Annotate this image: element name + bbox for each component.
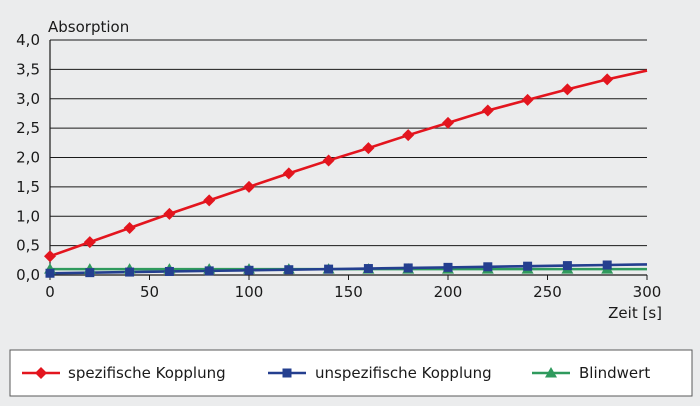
x-tick-label: 200 bbox=[434, 283, 463, 301]
data-point-series-1 bbox=[601, 73, 614, 86]
grid bbox=[50, 39, 647, 276]
y-tick-label: 4,0 bbox=[16, 31, 40, 49]
data-point-series-1 bbox=[83, 236, 96, 249]
legend: spezifische Kopplung unspezifische Kopplu… bbox=[9, 349, 693, 397]
y-tick-label: 0,0 bbox=[16, 266, 40, 284]
data-point-series-2 bbox=[85, 268, 95, 278]
data-point-series-2 bbox=[164, 266, 174, 276]
data-point-series-1 bbox=[203, 194, 216, 207]
x-tick-label: 150 bbox=[334, 283, 363, 301]
legend-label-3: Blindwert bbox=[579, 364, 650, 382]
data-point-series-2 bbox=[523, 261, 533, 271]
legend-frame bbox=[9, 349, 693, 397]
y-tick-label: 3,0 bbox=[16, 90, 40, 108]
x-tick-label: 50 bbox=[140, 283, 159, 301]
data-point-series-1 bbox=[282, 167, 295, 180]
data-point-series-2 bbox=[204, 266, 214, 276]
legend-marker-3 bbox=[545, 367, 557, 378]
x-tick-label: 250 bbox=[533, 283, 562, 301]
data-point-series-1 bbox=[402, 129, 415, 142]
y-tick-label: 0,5 bbox=[16, 237, 40, 255]
x-tick-label: 100 bbox=[235, 283, 264, 301]
data-point-series-2 bbox=[284, 265, 294, 275]
y-tick-label: 2,0 bbox=[16, 149, 40, 167]
data-point-series-2 bbox=[244, 265, 254, 275]
data-point-series-1 bbox=[322, 154, 335, 167]
data-point-series-2 bbox=[483, 262, 493, 272]
series-line-2 bbox=[49, 263, 648, 275]
x-tick-label: 0 bbox=[45, 283, 55, 301]
labels: Absorption Zeit [s] bbox=[48, 18, 662, 322]
data-point-series-2 bbox=[125, 267, 135, 277]
data-point-series-1 bbox=[163, 207, 176, 220]
legend-label-1: spezifische Kopplung bbox=[68, 364, 226, 382]
data-point-series-1 bbox=[521, 93, 534, 106]
data-point-series-2 bbox=[363, 264, 373, 274]
y-tick-label: 1,5 bbox=[16, 178, 40, 196]
y-tick-label: 3,5 bbox=[16, 60, 40, 78]
data-point-series-2 bbox=[324, 264, 334, 274]
y-tick-label: 1,0 bbox=[16, 207, 40, 225]
data-point-series-2 bbox=[602, 260, 612, 270]
data-point-series-1 bbox=[243, 180, 255, 193]
legend-label-2: unspezifische Kopplung bbox=[315, 364, 492, 382]
series bbox=[44, 69, 648, 278]
legend-marker-1 bbox=[35, 367, 47, 379]
data-point-series-1 bbox=[44, 250, 56, 263]
x-tick-label: 300 bbox=[633, 283, 662, 301]
data-point-series-2 bbox=[562, 261, 572, 271]
data-point-series-2 bbox=[443, 262, 453, 272]
x-axis-title: Zeit [s] bbox=[608, 304, 662, 322]
data-point-series-1 bbox=[123, 222, 136, 234]
series-line-1 bbox=[49, 69, 648, 258]
data-point-series-1 bbox=[442, 116, 454, 129]
data-point-series-1 bbox=[561, 83, 574, 96]
data-point-series-1 bbox=[481, 104, 494, 117]
axes: 0,0 0,5 1,0 1,5 2,0 2,5 3,0 3,5 4,0 0 50 100 150 200 2… bbox=[16, 31, 661, 301]
data-point-series-1 bbox=[362, 142, 375, 155]
data-point-series-2 bbox=[45, 268, 55, 278]
y-axis-title: Absorption bbox=[48, 18, 129, 36]
legend-marker-2 bbox=[282, 368, 292, 378]
data-point-series-2 bbox=[403, 263, 413, 273]
y-tick-label: 2,5 bbox=[16, 119, 40, 137]
